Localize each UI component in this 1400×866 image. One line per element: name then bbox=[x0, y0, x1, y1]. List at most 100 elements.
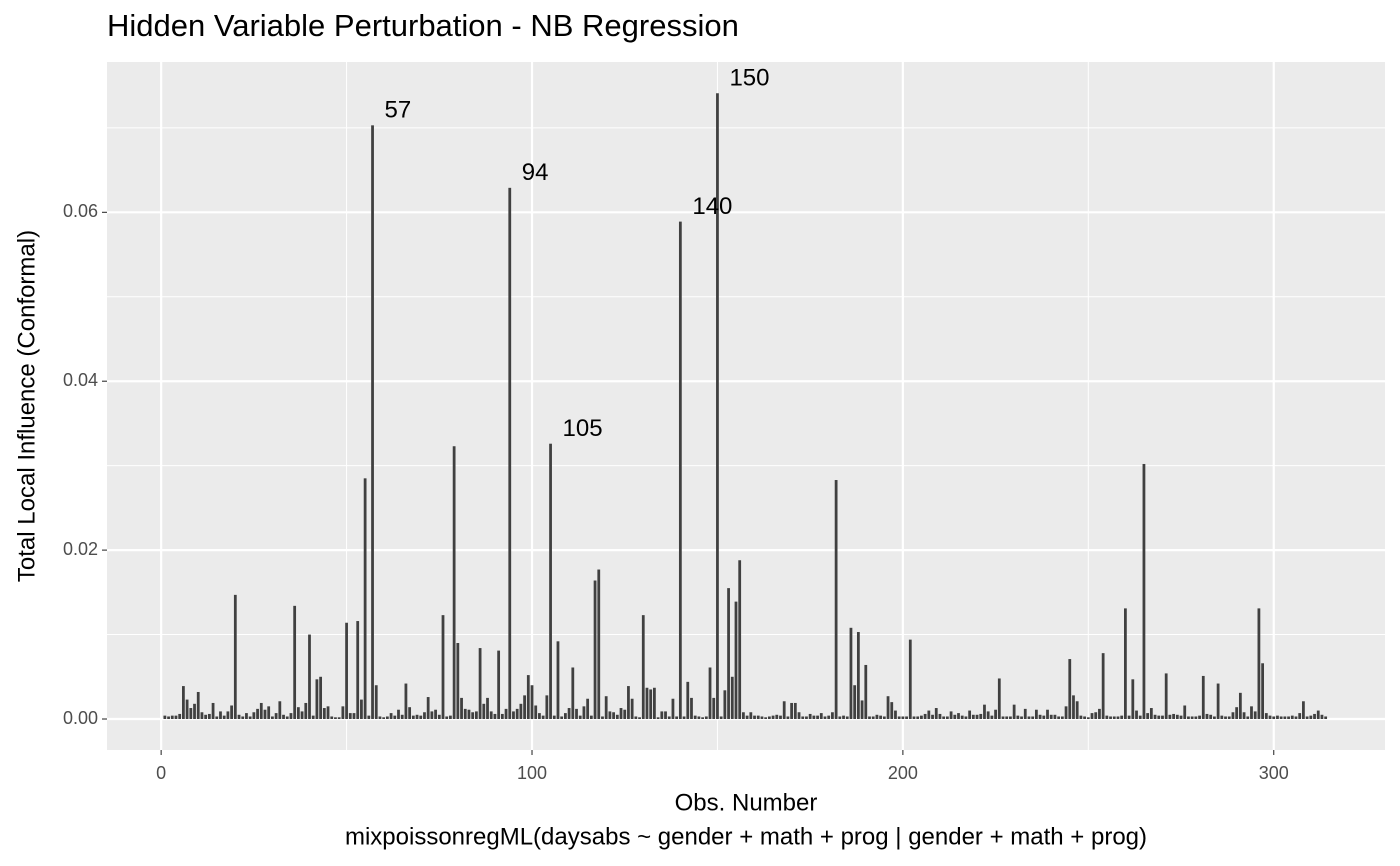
bar bbox=[304, 702, 308, 720]
bar bbox=[975, 714, 979, 720]
bar bbox=[612, 712, 615, 720]
bar bbox=[578, 715, 582, 720]
y-axis-label: Total Local Influence (Conformal) bbox=[13, 230, 40, 582]
bar bbox=[508, 187, 512, 720]
bar bbox=[1272, 716, 1276, 720]
bar bbox=[1094, 712, 1098, 720]
bar bbox=[330, 716, 334, 720]
bar bbox=[767, 716, 771, 720]
bar bbox=[749, 712, 753, 720]
bar bbox=[233, 594, 237, 720]
bar bbox=[790, 702, 794, 720]
bar bbox=[467, 709, 471, 720]
bar bbox=[1138, 715, 1142, 720]
bar bbox=[311, 715, 315, 720]
bar bbox=[308, 634, 311, 720]
bar bbox=[285, 716, 289, 720]
bar bbox=[1220, 715, 1224, 720]
bar bbox=[1231, 712, 1235, 720]
bar bbox=[638, 717, 641, 720]
bar bbox=[994, 709, 997, 720]
bar bbox=[1012, 704, 1016, 720]
chart-title: Hidden Variable Perturbation - NB Regres… bbox=[107, 8, 739, 43]
bar bbox=[920, 715, 923, 720]
bar bbox=[374, 685, 378, 720]
bar bbox=[697, 716, 701, 720]
bar bbox=[1305, 716, 1309, 720]
bar bbox=[723, 690, 727, 720]
bar bbox=[908, 639, 912, 720]
bar bbox=[356, 621, 360, 720]
bar bbox=[1268, 715, 1272, 720]
bar bbox=[478, 648, 482, 720]
bar bbox=[334, 717, 337, 720]
bar bbox=[1198, 715, 1201, 720]
bar bbox=[326, 706, 330, 720]
bar bbox=[849, 627, 853, 720]
bar bbox=[627, 686, 630, 720]
bar bbox=[701, 717, 704, 720]
bar bbox=[274, 713, 278, 720]
bar bbox=[997, 678, 1001, 720]
bar bbox=[949, 711, 953, 720]
bar bbox=[1131, 679, 1135, 720]
bar bbox=[608, 711, 612, 720]
bar bbox=[1101, 653, 1105, 720]
bar bbox=[1083, 716, 1086, 720]
bar bbox=[1276, 715, 1279, 720]
bar bbox=[1064, 706, 1068, 720]
bar bbox=[894, 710, 897, 720]
bar bbox=[1209, 714, 1213, 720]
annotation: 140 bbox=[692, 193, 732, 220]
bar bbox=[656, 717, 660, 720]
bar bbox=[1135, 710, 1138, 720]
bar bbox=[1309, 715, 1313, 720]
bar bbox=[523, 695, 526, 720]
bar bbox=[727, 588, 730, 720]
bar bbox=[730, 676, 734, 720]
bar bbox=[586, 698, 590, 720]
bar bbox=[831, 712, 834, 720]
bar bbox=[782, 701, 786, 720]
bar bbox=[886, 696, 890, 720]
bar bbox=[434, 709, 437, 720]
bar bbox=[986, 711, 990, 720]
x-tick-label: 300 bbox=[1259, 763, 1289, 783]
bar bbox=[1324, 716, 1328, 720]
bar bbox=[1187, 716, 1190, 720]
axes: 0 100 200 300 0.00 0.02 0.04 0.06 bbox=[63, 201, 1289, 783]
bar bbox=[838, 716, 842, 720]
bar bbox=[1194, 716, 1198, 720]
bar bbox=[408, 707, 412, 720]
bar bbox=[1149, 708, 1153, 720]
bar bbox=[816, 715, 819, 720]
bar bbox=[575, 708, 578, 720]
bar bbox=[278, 701, 282, 720]
bar bbox=[500, 713, 504, 720]
bar bbox=[1224, 716, 1227, 720]
bar bbox=[623, 709, 627, 720]
bar bbox=[1205, 713, 1209, 720]
bar bbox=[604, 696, 608, 720]
bar bbox=[345, 622, 348, 720]
bar bbox=[1124, 608, 1127, 720]
bar bbox=[938, 713, 942, 720]
bar bbox=[423, 712, 426, 720]
bar bbox=[797, 712, 801, 720]
bar bbox=[1313, 713, 1316, 720]
bar bbox=[1320, 714, 1324, 720]
bar bbox=[738, 560, 742, 720]
bar bbox=[678, 221, 682, 720]
bar bbox=[593, 580, 597, 720]
bar bbox=[1172, 713, 1175, 720]
bar bbox=[1227, 716, 1231, 720]
bar bbox=[1287, 716, 1290, 720]
bar bbox=[474, 711, 478, 720]
bar bbox=[1157, 715, 1161, 720]
bar bbox=[708, 667, 712, 720]
bar bbox=[845, 716, 849, 720]
bar bbox=[1068, 659, 1072, 720]
bar bbox=[471, 712, 475, 720]
bar bbox=[163, 715, 167, 720]
bar bbox=[801, 716, 805, 720]
